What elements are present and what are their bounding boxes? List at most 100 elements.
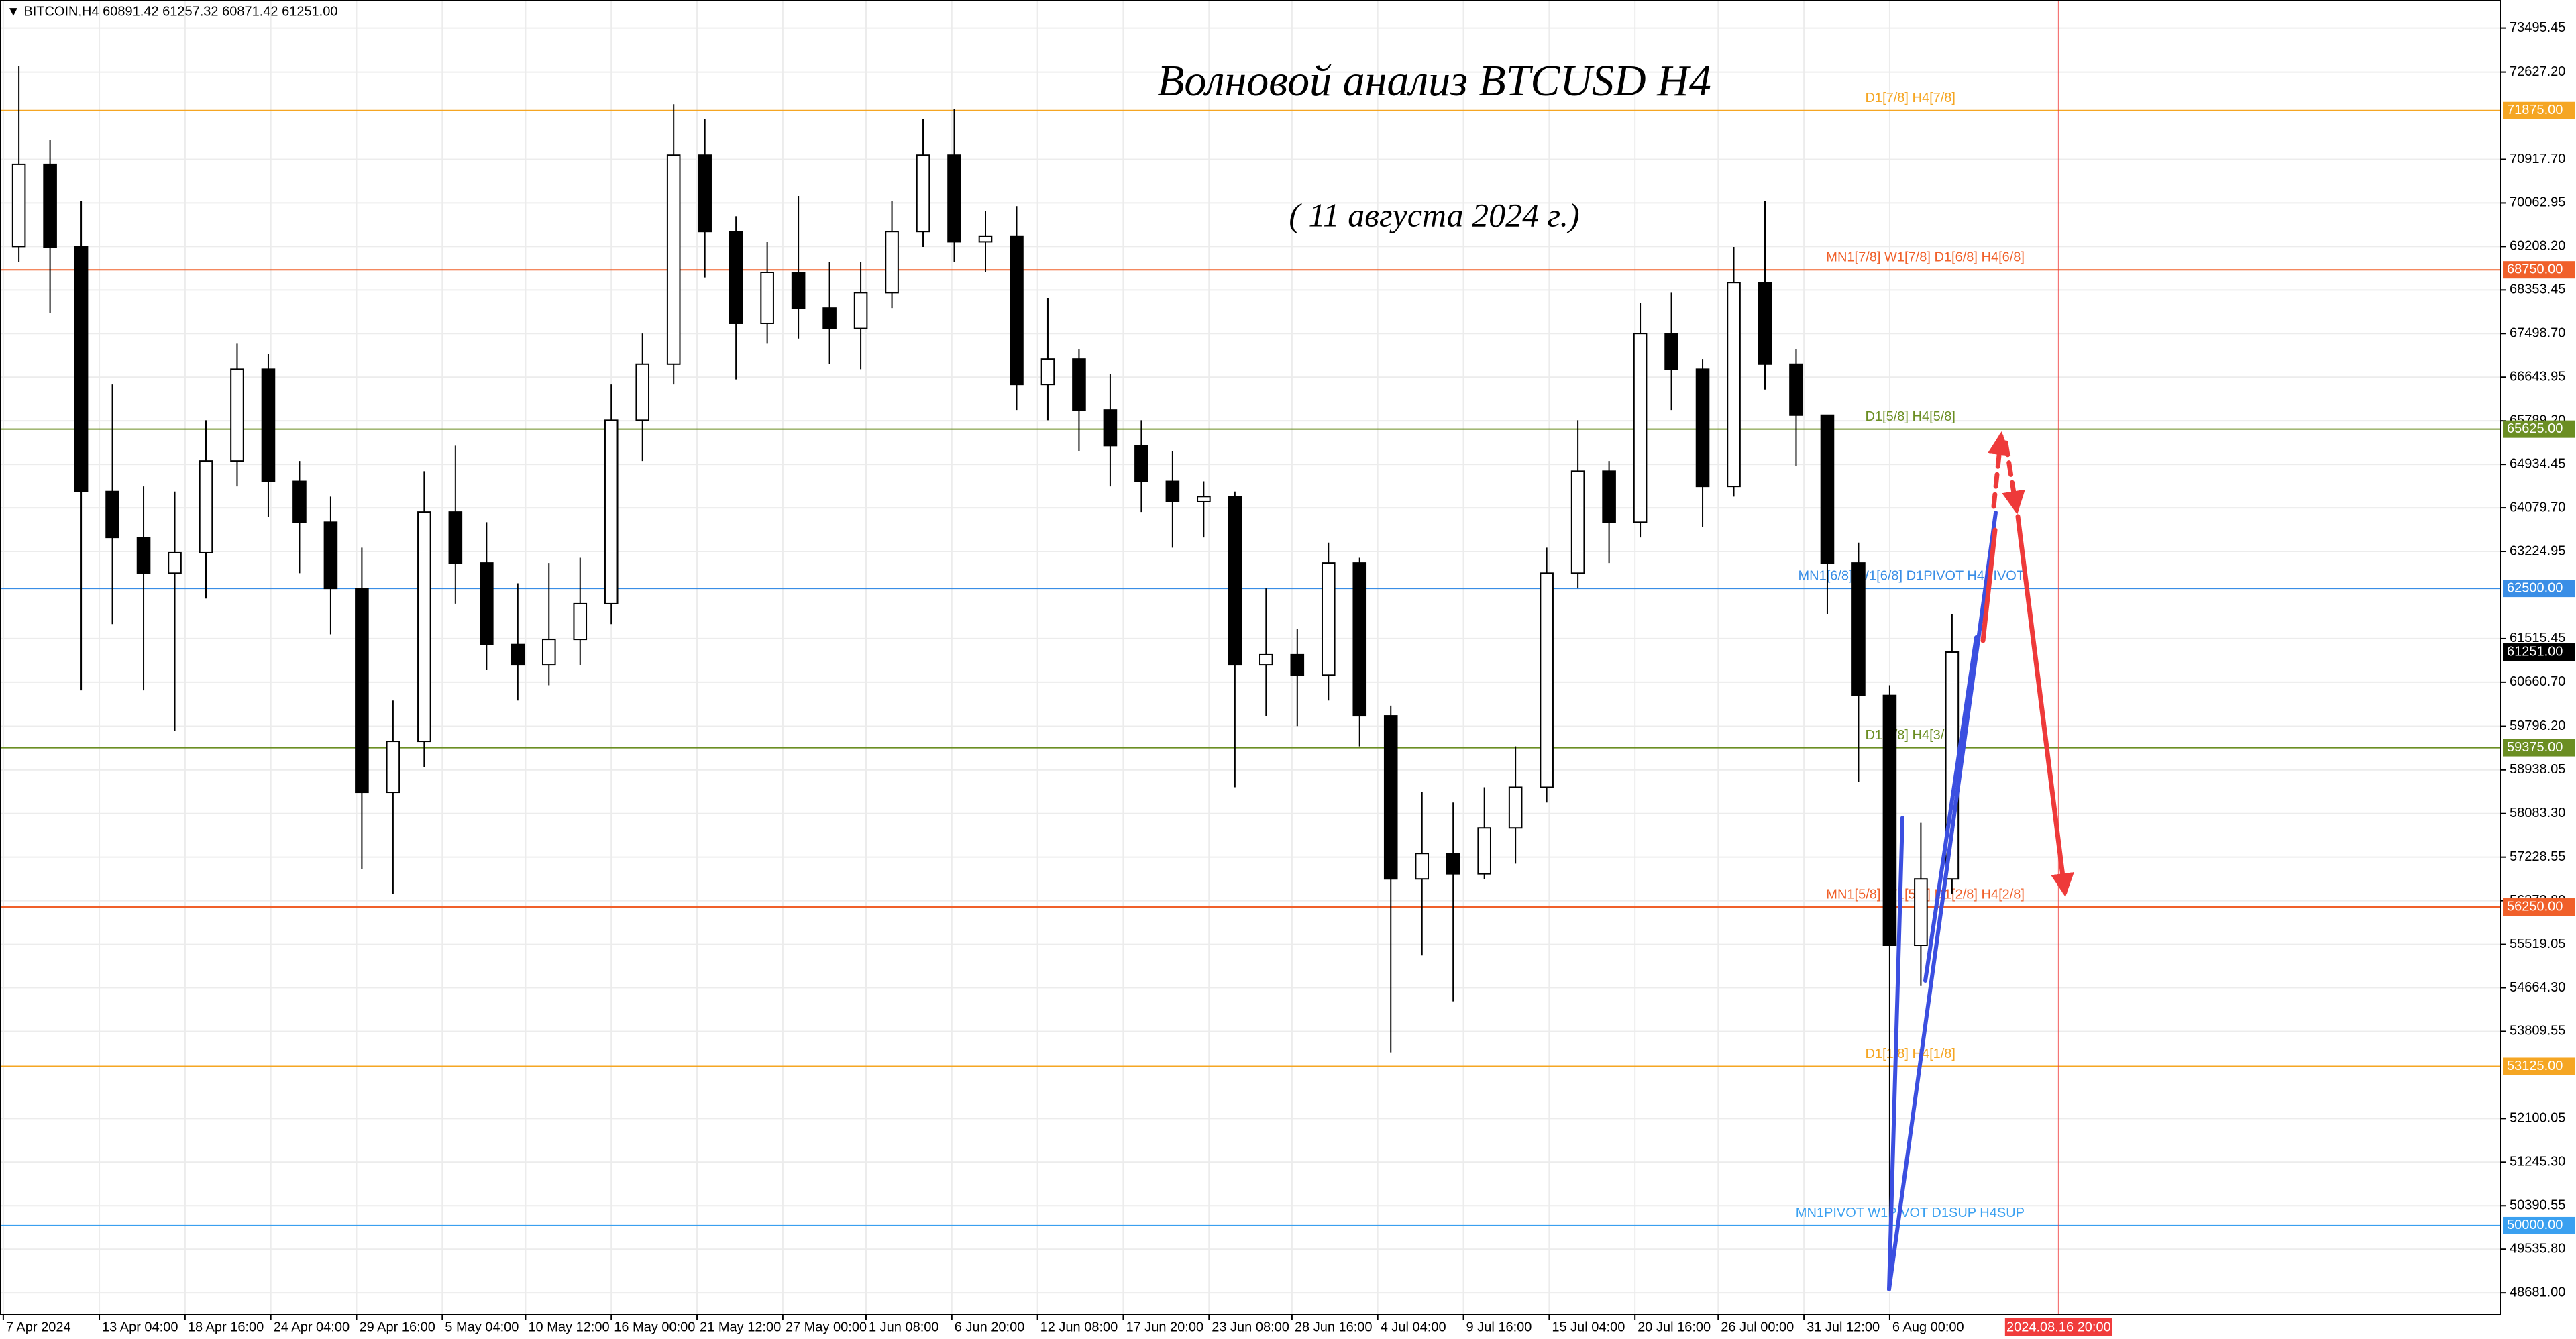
- candle-body: [853, 292, 868, 329]
- price-box: [2503, 261, 2575, 279]
- x-tick-label: 29 Apr 16:00: [359, 1320, 435, 1334]
- candle-body: [511, 643, 525, 666]
- axes: 73495.45 72627.20 70917.70 70062.95 69208.20…: [2, 20, 2575, 1336]
- y-tick-label: 61515.45: [2510, 631, 2565, 645]
- candle-body: [1228, 496, 1242, 666]
- y-tick-label: 50390.55: [2510, 1198, 2565, 1213]
- price-box: [2503, 1057, 2575, 1075]
- price-box: [2503, 420, 2575, 438]
- x-tick-label: 18 Apr 16:00: [188, 1320, 264, 1334]
- candle-body: [822, 307, 837, 329]
- candle-body: [1882, 694, 1897, 947]
- candle-body: [1477, 827, 1491, 875]
- candle-body: [1103, 409, 1118, 447]
- chart-subtitle: ( 11 августа 2024 г.): [1289, 196, 1579, 233]
- price-box: [2503, 1216, 2575, 1234]
- candle-body: [1197, 496, 1211, 502]
- candle-body: [1695, 368, 1710, 488]
- x-tick-label: 31 Jul 12:00: [1807, 1320, 1880, 1334]
- y-tick-label: 58938.05: [2510, 762, 2565, 777]
- candle-body: [448, 511, 463, 564]
- x-tick-label: 26 Jul 00:00: [1721, 1320, 1794, 1334]
- candle-body: [105, 490, 119, 539]
- forecast-line: [1980, 527, 1998, 643]
- x-tick-label: 20 Jul 16:00: [1638, 1320, 1711, 1334]
- candle-body: [1570, 470, 1585, 574]
- candle-body: [1415, 853, 1430, 880]
- candle-body: [1727, 282, 1741, 488]
- y-tick-label: 69208.20: [2510, 239, 2565, 254]
- candle-body: [666, 154, 681, 365]
- candles: [11, 66, 1960, 1277]
- level-label: D1[3/8] H4[3/8]: [1865, 728, 1955, 743]
- candle-body: [168, 551, 182, 574]
- x-tick-label: 1 Jun 08:00: [869, 1320, 939, 1334]
- price-box-label: 53125.00: [2507, 1059, 2563, 1073]
- wave-line: [1923, 635, 1978, 983]
- x-tick-label: 9 Jul 16:00: [1466, 1320, 1532, 1334]
- last-price-box: [2503, 643, 2575, 661]
- y-tick-label: 72627.20: [2510, 64, 2565, 79]
- chart-title: Волновой анализ BTCUSD H4: [1157, 56, 1711, 105]
- candle-body: [292, 480, 307, 523]
- price-box-label: 59375.00: [2507, 740, 2563, 755]
- candle-body: [11, 163, 26, 248]
- candle-body: [1290, 653, 1305, 676]
- y-tick-label: 54664.30: [2510, 980, 2565, 995]
- candle-body: [573, 602, 588, 641]
- plot-frame: [0, 0, 2501, 1315]
- x-tick-label: 16 May 00:00: [614, 1320, 695, 1334]
- x-tick-label: 21 May 12:00: [700, 1320, 781, 1334]
- candle-body: [480, 562, 494, 645]
- candle-body: [541, 639, 556, 666]
- candle-body: [1758, 282, 1772, 365]
- x-tick-label: 10 May 12:00: [528, 1320, 609, 1334]
- x-tick-label: 15 Jul 04:00: [1552, 1320, 1625, 1334]
- price-box: [2503, 898, 2575, 916]
- candle-body: [1540, 572, 1554, 788]
- x-tick-label: 6 Aug 00:00: [1892, 1320, 1964, 1334]
- price-box: [2503, 580, 2575, 598]
- x-tick-label: 28 Jun 16:00: [1295, 1320, 1373, 1334]
- price-box: [2503, 739, 2575, 757]
- candle-body: [1602, 470, 1616, 523]
- candle-body: [729, 231, 743, 324]
- last-price-label: 61251.00: [2507, 644, 2563, 659]
- candle-body: [261, 368, 276, 482]
- forecast-line: [2015, 514, 2074, 897]
- y-tick-label: 51245.30: [2510, 1155, 2565, 1169]
- wave-drawing: [1887, 431, 2074, 1291]
- price-box: [2503, 101, 2575, 119]
- x-tick-label: 23 Jun 08:00: [1212, 1320, 1289, 1334]
- candle-body: [1820, 414, 1835, 564]
- price-box-label: 62500.00: [2507, 580, 2563, 595]
- y-tick-label: 68353.45: [2510, 282, 2565, 297]
- x-tick-label: 7 Apr 2024: [6, 1320, 71, 1334]
- y-tick-label: 58083.30: [2510, 806, 2565, 820]
- candle-body: [1321, 562, 1336, 676]
- price-box-label: 50000.00: [2507, 1218, 2563, 1232]
- candle-body: [1789, 363, 1803, 416]
- y-tick-label: 63224.95: [2510, 543, 2565, 558]
- candle-body: [1134, 445, 1148, 482]
- x-tick-label: 24 Apr 04:00: [274, 1320, 350, 1334]
- candle-body: [1259, 653, 1273, 666]
- level-label: MN1PIVOT W1PIVOT D1SUP H4SUP: [1796, 1206, 2025, 1220]
- candle-body: [43, 163, 57, 248]
- x-tick-label: 4 Jul 04:00: [1381, 1320, 1446, 1334]
- candle-body: [1383, 715, 1398, 880]
- y-tick-label: 52100.05: [2510, 1111, 2565, 1126]
- y-tick-label: 67498.70: [2510, 326, 2565, 341]
- wave-line: [1887, 511, 1998, 1291]
- y-tick-label: 53809.55: [2510, 1024, 2565, 1038]
- x-tick-label: 12 Jun 08:00: [1040, 1320, 1118, 1334]
- candle-body: [1851, 562, 1866, 696]
- y-tick-label: 48681.00: [2510, 1285, 2565, 1299]
- y-tick-label: 64079.70: [2510, 500, 2565, 515]
- candle-body: [199, 460, 213, 553]
- candle-body: [1010, 235, 1024, 386]
- y-tick-label: 70917.70: [2510, 152, 2565, 166]
